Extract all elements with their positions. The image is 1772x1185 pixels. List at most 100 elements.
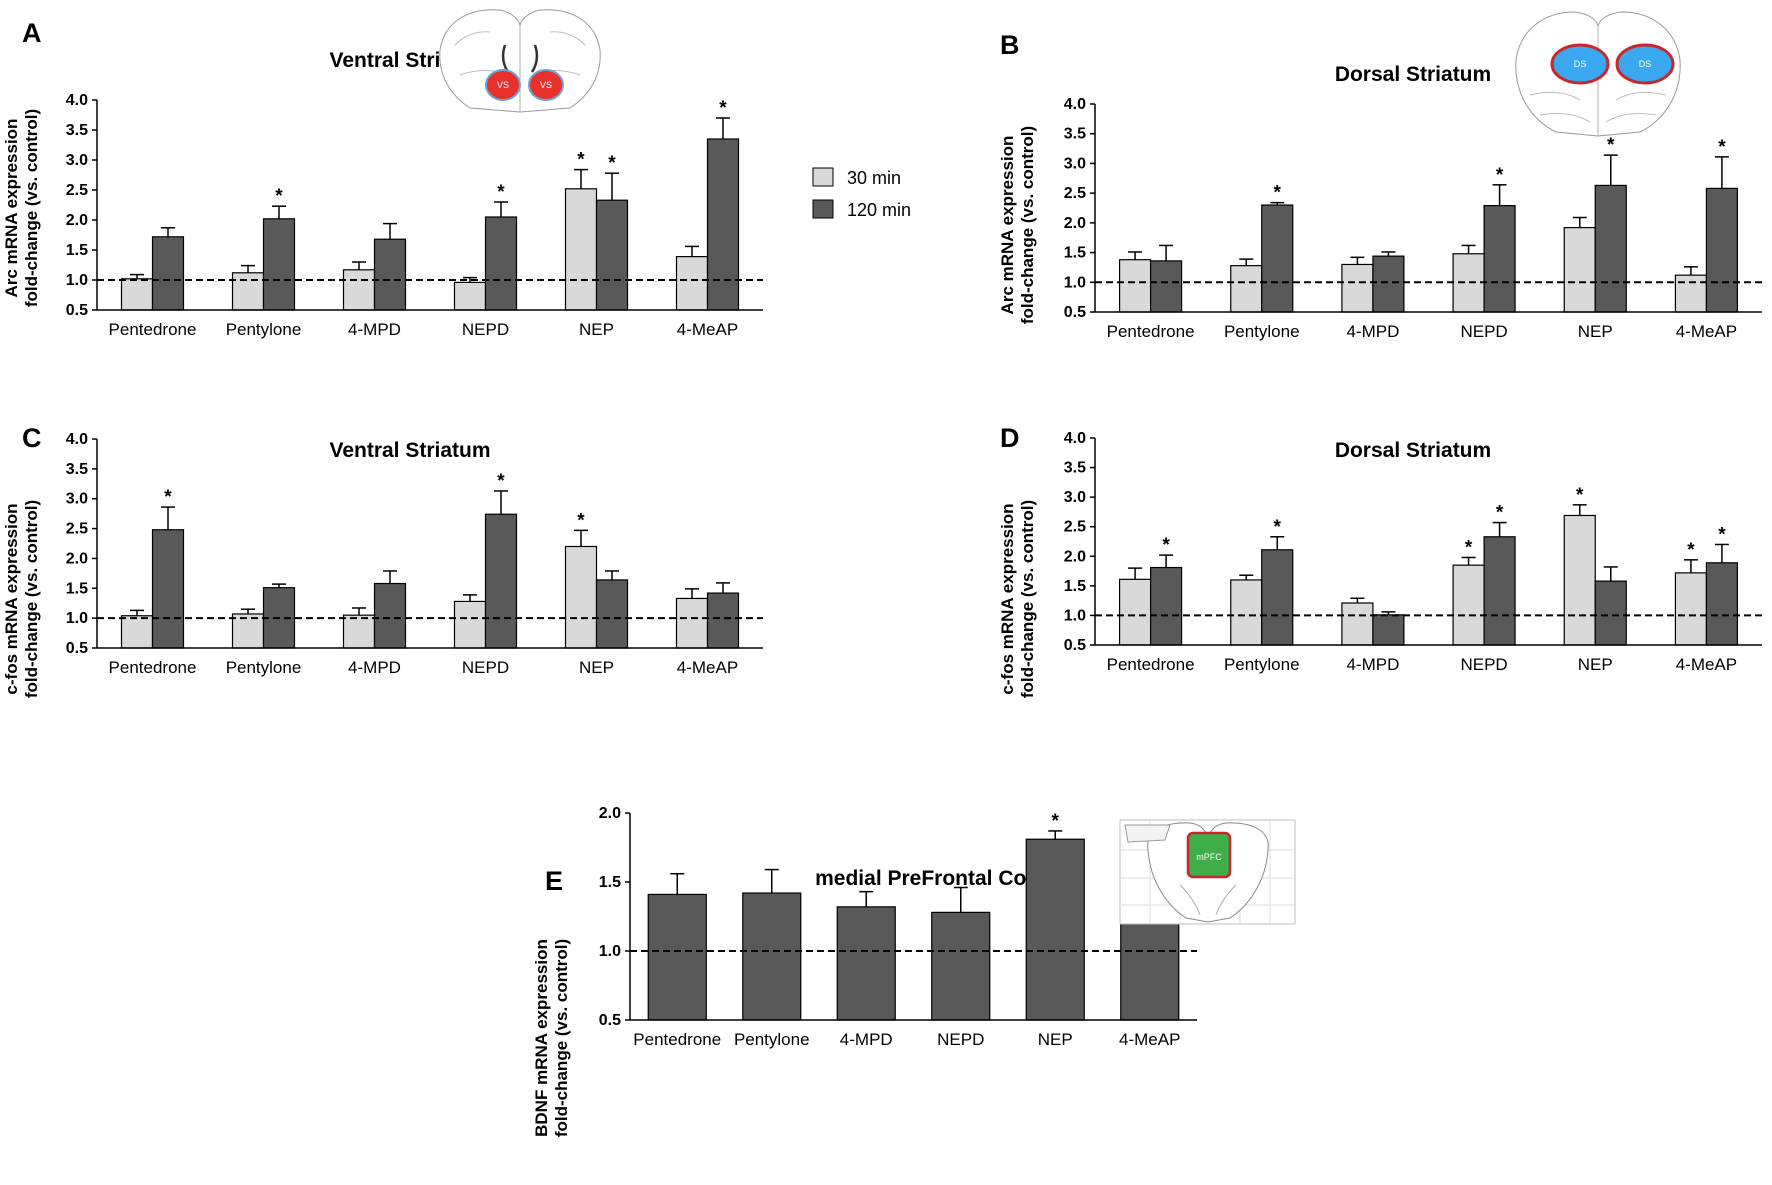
plot-area: * * * 0.5 1.0 1.5 2.0 2.5 3.0 3.5 4.0 Pentedrone Pen… bbox=[66, 431, 763, 677]
bar bbox=[706, 138, 740, 311]
bar bbox=[231, 613, 265, 649]
bar bbox=[1594, 580, 1627, 646]
y-axis-label-line1: c-fos mRNA expression bbox=[2, 503, 21, 694]
atlas-label: VS bbox=[497, 80, 509, 90]
y-tick-label: 3.0 bbox=[1064, 155, 1086, 172]
y-tick-label: 3.0 bbox=[66, 491, 88, 508]
bar bbox=[836, 906, 896, 1021]
bar bbox=[564, 545, 598, 649]
bar bbox=[453, 281, 487, 311]
y-axis-label-line2: fold-change (vs. control) bbox=[22, 109, 41, 307]
significance-star: * bbox=[1607, 135, 1615, 156]
legend: 30 min 120 min bbox=[812, 167, 911, 220]
x-category-label: Pentedrone bbox=[633, 1030, 721, 1049]
chart-title: Dorsal Striatum bbox=[1335, 439, 1491, 462]
atlas-label: DS bbox=[1639, 59, 1652, 69]
bar bbox=[1674, 274, 1708, 313]
brain-atlas-ds-icon: DS DS bbox=[1515, 11, 1681, 137]
significance-star: * bbox=[1496, 165, 1504, 186]
bar bbox=[342, 614, 376, 649]
x-category-label: 4-MeAP bbox=[677, 320, 738, 339]
y-tick-label: 3.0 bbox=[66, 152, 88, 169]
bar bbox=[1563, 514, 1596, 646]
bar bbox=[1452, 253, 1485, 313]
bar bbox=[1372, 255, 1405, 313]
bar bbox=[1261, 204, 1294, 313]
y-axis-label-line1: BDNF mRNA expression bbox=[532, 939, 551, 1137]
panel-e: E medial PreFrontal Cortex BDNF mRNA exp… bbox=[532, 805, 1296, 1137]
bar bbox=[647, 893, 707, 1021]
significance-star: * bbox=[497, 182, 505, 203]
y-tick-label: 1.0 bbox=[66, 272, 88, 289]
y-tick-label: 2.0 bbox=[599, 805, 621, 822]
legend-swatch-120min bbox=[812, 199, 834, 219]
bar bbox=[595, 579, 629, 649]
y-tick-label: 1.5 bbox=[66, 242, 88, 259]
significance-star: * bbox=[164, 487, 172, 508]
panel-c: C Ventral Striatum c-fos mRNA expression… bbox=[2, 423, 763, 698]
y-tick-label: 2.5 bbox=[66, 521, 88, 538]
x-category-label: 4-MPD bbox=[348, 320, 401, 339]
bar bbox=[1341, 602, 1374, 646]
legend-label-120min: 120 min bbox=[847, 200, 911, 220]
plot-area: * * * * 0.5 1.0 1.5 2.0 2.5 3.0 3.5 4.0 Pentedrone Pe… bbox=[1064, 96, 1762, 341]
significance-star: * bbox=[608, 153, 616, 174]
y-tick-label: 4.0 bbox=[66, 431, 88, 448]
chart-title: Dorsal Striatum bbox=[1335, 63, 1491, 86]
bar bbox=[120, 278, 154, 311]
brain-atlas-mpfc-icon: mPFC bbox=[1119, 819, 1296, 925]
x-category-label: Pentylone bbox=[1224, 655, 1300, 674]
y-tick-label: 2.0 bbox=[66, 550, 88, 567]
panel-d: D Dorsal Striatum c-fos mRNA expression … bbox=[998, 423, 1762, 698]
bar bbox=[453, 600, 487, 649]
chart-title: medial PreFrontal Cortex bbox=[815, 867, 1065, 890]
y-axis-label-line2: fold-change (vs. control) bbox=[552, 939, 571, 1137]
panel-letter: C bbox=[22, 423, 42, 453]
x-category-label: 4-MeAP bbox=[1676, 655, 1737, 674]
legend-swatch-30min bbox=[812, 167, 834, 187]
panel-letter: D bbox=[1000, 423, 1020, 453]
atlas-label: DS bbox=[1574, 59, 1587, 69]
bar bbox=[931, 911, 991, 1021]
y-axis-label-line2: fold-change (vs. control) bbox=[1018, 500, 1037, 698]
panel-letter: B bbox=[1000, 30, 1020, 60]
bar bbox=[1563, 227, 1596, 313]
y-tick-label: 4.0 bbox=[1064, 96, 1086, 113]
panel-letter: A bbox=[22, 18, 42, 48]
y-tick-label: 2.5 bbox=[1064, 185, 1086, 202]
x-category-label: NEPD bbox=[462, 658, 509, 677]
bar bbox=[1230, 579, 1263, 646]
bar bbox=[484, 513, 518, 649]
y-tick-label: 1.0 bbox=[599, 943, 621, 960]
significance-star: * bbox=[1718, 524, 1726, 545]
x-category-label: 4-MPD bbox=[840, 1030, 893, 1049]
bar bbox=[1118, 259, 1152, 313]
y-axis-label-line1: Arc mRNA expression bbox=[998, 136, 1017, 315]
bar bbox=[373, 238, 407, 311]
x-category-label: NEPD bbox=[1460, 655, 1507, 674]
bar bbox=[1674, 572, 1708, 646]
legend-label-30min: 30 min bbox=[847, 168, 901, 188]
bar bbox=[342, 269, 376, 311]
bar bbox=[1452, 564, 1485, 646]
y-tick-label: 1.0 bbox=[1064, 607, 1086, 624]
bar bbox=[120, 615, 154, 649]
significance-star: * bbox=[1496, 503, 1504, 524]
significance-star: * bbox=[1465, 537, 1473, 558]
bar bbox=[564, 188, 598, 311]
x-category-label: Pentedrone bbox=[1107, 655, 1195, 674]
x-category-label: Pentylone bbox=[226, 320, 302, 339]
bar bbox=[1341, 263, 1374, 313]
y-tick-label: 1.0 bbox=[1064, 274, 1086, 291]
y-tick-label: 0.5 bbox=[66, 640, 88, 657]
x-category-label: 4-MPD bbox=[348, 658, 401, 677]
x-category-label: Pentylone bbox=[226, 658, 302, 677]
y-axis-label-line2: fold-change (vs. control) bbox=[22, 500, 41, 698]
bar bbox=[262, 218, 296, 311]
bar bbox=[1483, 536, 1516, 646]
x-category-label: NEP bbox=[579, 658, 614, 677]
panel-a: A Ventral Striatum Arc mRNA expression f… bbox=[2, 9, 763, 339]
y-tick-label: 1.5 bbox=[66, 580, 88, 597]
x-category-label: NEPD bbox=[937, 1030, 984, 1049]
